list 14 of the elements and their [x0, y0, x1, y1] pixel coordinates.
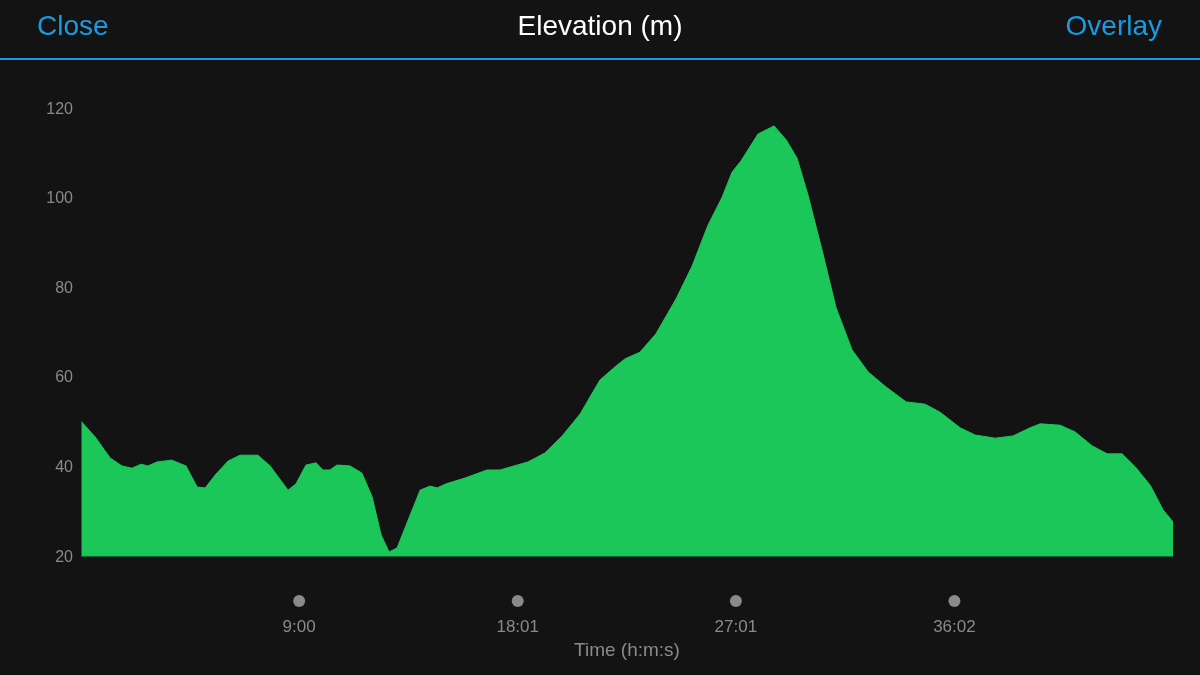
y-tick-label: 40 [55, 458, 74, 476]
text: Close [37, 10, 109, 42]
x-tick-label: 27:01 [714, 617, 758, 636]
text: Overlay [1065, 10, 1162, 42]
x-tick-label: 9:00 [282, 617, 316, 636]
x-tick-label: 18:01 [496, 617, 539, 636]
y-tick-label: 100 [46, 189, 74, 207]
x-axis-title: Time (h:m:s) [574, 639, 680, 660]
y-tick-label: 20 [55, 547, 74, 565]
chart-title: Elevation (m) [517, 10, 683, 41]
y-tick-label: 60 [55, 368, 74, 386]
y-tick-label: 80 [55, 278, 74, 296]
y-tick-label: 120 [46, 99, 74, 117]
x-tick-label: 36:02 [933, 617, 976, 636]
